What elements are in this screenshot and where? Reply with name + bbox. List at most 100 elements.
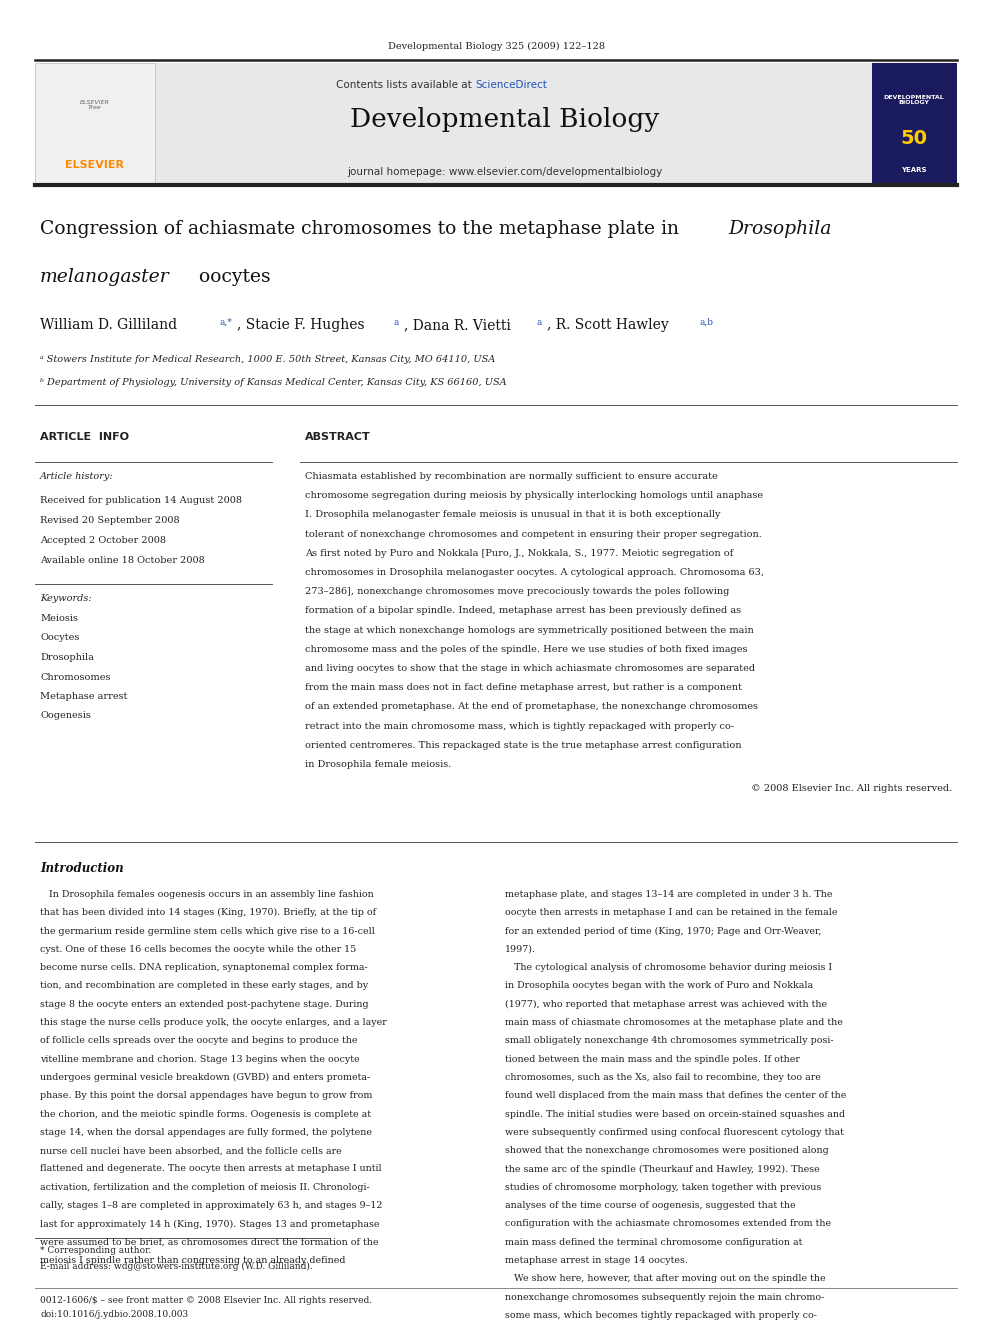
Text: chromosomes in Drosophila melanogaster oocytes. A cytological approach. Chromoso: chromosomes in Drosophila melanogaster o… <box>305 568 764 577</box>
Text: tolerant of nonexchange chromosomes and competent in ensuring their proper segre: tolerant of nonexchange chromosomes and … <box>305 529 762 538</box>
Text: cally, stages 1–8 are completed in approximately 63 h, and stages 9–12: cally, stages 1–8 are completed in appro… <box>40 1201 382 1211</box>
Text: studies of chromosome morphology, taken together with previous: studies of chromosome morphology, taken … <box>505 1183 821 1192</box>
Text: I. Drosophila melanogaster female meiosis is unusual in that it is both exceptio: I. Drosophila melanogaster female meiosi… <box>305 511 720 520</box>
Text: nonexchange chromosomes subsequently rejoin the main chromo-: nonexchange chromosomes subsequently rej… <box>505 1293 824 1302</box>
Text: journal homepage: www.elsevier.com/developmentalbiology: journal homepage: www.elsevier.com/devel… <box>347 167 663 177</box>
Text: Chromosomes: Chromosomes <box>40 672 110 681</box>
Text: Chiasmata established by recombination are normally sufficient to ensure accurat: Chiasmata established by recombination a… <box>305 472 718 482</box>
Bar <box>35 64 155 183</box>
Text: stage 8 the oocyte enters an extended post-pachytene stage. During: stage 8 the oocyte enters an extended po… <box>40 1000 369 1009</box>
Text: last for approximately 14 h (King, 1970). Stages 13 and prometaphase: last for approximately 14 h (King, 1970)… <box>40 1220 380 1229</box>
Text: 273–286], nonexchange chromosomes move precociously towards the poles following: 273–286], nonexchange chromosomes move p… <box>305 587 729 597</box>
Text: DEVELOPMENTAL
BIOLOGY: DEVELOPMENTAL BIOLOGY <box>884 95 944 106</box>
Text: Developmental Biology 325 (2009) 122–128: Developmental Biology 325 (2009) 122–128 <box>388 42 604 52</box>
Text: phase. By this point the dorsal appendages have begun to grow from: phase. By this point the dorsal appendag… <box>40 1091 372 1101</box>
Bar <box>155 64 957 183</box>
Text: , Stacie F. Hughes: , Stacie F. Hughes <box>237 318 365 332</box>
Text: a,b: a,b <box>700 318 714 327</box>
Text: Received for publication 14 August 2008: Received for publication 14 August 2008 <box>40 496 242 505</box>
Text: , R. Scott Hawley: , R. Scott Hawley <box>547 318 669 332</box>
Text: Introduction: Introduction <box>40 863 124 875</box>
Text: 1997).: 1997). <box>505 945 536 954</box>
Text: Drosophila: Drosophila <box>40 654 94 662</box>
Text: ELSEVIER
Tree: ELSEVIER Tree <box>80 99 110 110</box>
Text: were assumed to be brief, as chromosomes direct the formation of the: were assumed to be brief, as chromosomes… <box>40 1238 379 1246</box>
Text: stage 14, when the dorsal appendages are fully formed, the polytene: stage 14, when the dorsal appendages are… <box>40 1129 372 1136</box>
Text: formation of a bipolar spindle. Indeed, metaphase arrest has been previously def: formation of a bipolar spindle. Indeed, … <box>305 606 741 615</box>
Text: analyses of the time course of oogenesis, suggested that the: analyses of the time course of oogenesis… <box>505 1201 796 1211</box>
Text: Drosophila: Drosophila <box>728 220 831 238</box>
Text: As first noted by Puro and Nokkala [Puro, J., Nokkala, S., 1977. Meiotic segrega: As first noted by Puro and Nokkala [Puro… <box>305 549 733 558</box>
Text: Meiosis: Meiosis <box>40 614 78 623</box>
Text: chromosome segregation during meiosis by physically interlocking homologs until : chromosome segregation during meiosis by… <box>305 491 763 500</box>
Text: melanogaster: melanogaster <box>40 269 170 286</box>
Text: YEARS: YEARS <box>902 167 927 173</box>
Text: activation, fertilization and the completion of meiosis II. Chronologi-: activation, fertilization and the comple… <box>40 1183 370 1192</box>
Text: 50: 50 <box>901 128 928 147</box>
Text: ARTICLE  INFO: ARTICLE INFO <box>40 433 129 442</box>
Text: undergoes germinal vesicle breakdown (GVBD) and enters prometa-: undergoes germinal vesicle breakdown (GV… <box>40 1073 370 1082</box>
Text: a: a <box>393 318 399 327</box>
Text: become nurse cells. DNA replication, synaptonemal complex forma-: become nurse cells. DNA replication, syn… <box>40 963 368 972</box>
Text: Accepted 2 October 2008: Accepted 2 October 2008 <box>40 536 166 545</box>
Text: (1977), who reported that metaphase arrest was achieved with the: (1977), who reported that metaphase arre… <box>505 1000 827 1009</box>
Text: tion, and recombination are completed in these early stages, and by: tion, and recombination are completed in… <box>40 982 368 991</box>
Text: the same arc of the spindle (Theurkauf and Hawley, 1992). These: the same arc of the spindle (Theurkauf a… <box>505 1164 819 1174</box>
Text: nurse cell nuclei have been absorbed, and the follicle cells are: nurse cell nuclei have been absorbed, an… <box>40 1146 342 1155</box>
Text: doi:10.1016/j.ydbio.2008.10.003: doi:10.1016/j.ydbio.2008.10.003 <box>40 1310 188 1319</box>
Text: The cytological analysis of chromosome behavior during meiosis I: The cytological analysis of chromosome b… <box>505 963 832 972</box>
Text: main mass of chiasmate chromosomes at the metaphase plate and the: main mass of chiasmate chromosomes at th… <box>505 1019 843 1027</box>
Text: ᵃ Stowers Institute for Medical Research, 1000 E. 50th Street, Kansas City, MO 6: ᵃ Stowers Institute for Medical Research… <box>40 355 495 364</box>
Text: 0012-1606/$ – see front matter © 2008 Elsevier Inc. All rights reserved.: 0012-1606/$ – see front matter © 2008 El… <box>40 1297 372 1304</box>
Text: In Drosophila females oogenesis occurs in an assembly line fashion: In Drosophila females oogenesis occurs i… <box>40 890 374 900</box>
Text: ᵇ Department of Physiology, University of Kansas Medical Center, Kansas City, KS: ᵇ Department of Physiology, University o… <box>40 378 507 388</box>
Text: oocyte then arrests in metaphase I and can be retained in the female: oocyte then arrests in metaphase I and c… <box>505 909 837 917</box>
Text: oriented centromeres. This repackaged state is the true metaphase arrest configu: oriented centromeres. This repackaged st… <box>305 741 741 750</box>
Bar <box>872 64 957 183</box>
Text: the germarium reside germline stem cells which give rise to a 16-cell: the germarium reside germline stem cells… <box>40 926 375 935</box>
Text: Keywords:: Keywords: <box>40 594 91 603</box>
Text: configuration with the achiasmate chromosomes extended from the: configuration with the achiasmate chromo… <box>505 1220 831 1228</box>
Text: a,*: a,* <box>219 318 232 327</box>
Text: Contents lists available at: Contents lists available at <box>336 79 475 90</box>
Text: in Drosophila oocytes began with the work of Puro and Nokkala: in Drosophila oocytes began with the wor… <box>505 982 813 991</box>
Text: Oocytes: Oocytes <box>40 634 79 643</box>
Text: a: a <box>536 318 542 327</box>
Text: for an extended period of time (King, 1970; Page and Orr-Weaver,: for an extended period of time (King, 19… <box>505 926 821 935</box>
Text: of follicle cells spreads over the oocyte and begins to produce the: of follicle cells spreads over the oocyt… <box>40 1036 357 1045</box>
Text: from the main mass does not in fact define metaphase arrest, but rather is a com: from the main mass does not in fact defi… <box>305 683 742 692</box>
Text: and living oocytes to show that the stage in which achiasmate chromosomes are se: and living oocytes to show that the stag… <box>305 664 755 673</box>
Text: Revised 20 September 2008: Revised 20 September 2008 <box>40 516 180 525</box>
Text: , Dana R. Vietti: , Dana R. Vietti <box>404 318 511 332</box>
Text: flattened and degenerate. The oocyte then arrests at metaphase I until: flattened and degenerate. The oocyte the… <box>40 1164 382 1174</box>
Text: vitelline membrane and chorion. Stage 13 begins when the oocyte: vitelline membrane and chorion. Stage 13… <box>40 1054 360 1064</box>
Text: of an extended prometaphase. At the end of prometaphase, the nonexchange chromos: of an extended prometaphase. At the end … <box>305 703 758 712</box>
Text: Available online 18 October 2008: Available online 18 October 2008 <box>40 556 204 565</box>
Text: © 2008 Elsevier Inc. All rights reserved.: © 2008 Elsevier Inc. All rights reserved… <box>751 785 952 794</box>
Text: meiosis I spindle rather than congressing to an already defined: meiosis I spindle rather than congressin… <box>40 1256 345 1265</box>
Text: chromosome mass and the poles of the spindle. Here we use studies of both fixed : chromosome mass and the poles of the spi… <box>305 644 748 654</box>
Text: metaphase arrest in stage 14 oocytes.: metaphase arrest in stage 14 oocytes. <box>505 1256 687 1265</box>
Text: showed that the nonexchange chromosomes were positioned along: showed that the nonexchange chromosomes … <box>505 1146 828 1155</box>
Text: were subsequently confirmed using confocal fluorescent cytology that: were subsequently confirmed using confoc… <box>505 1129 844 1136</box>
Text: in Drosophila female meiosis.: in Drosophila female meiosis. <box>305 759 451 769</box>
Text: * Corresponding author.: * Corresponding author. <box>40 1246 152 1256</box>
Text: small obligately nonexchange 4th chromosomes symmetrically posi-: small obligately nonexchange 4th chromos… <box>505 1036 833 1045</box>
Text: the stage at which nonexchange homologs are symmetrically positioned between the: the stage at which nonexchange homologs … <box>305 626 754 635</box>
Text: chromosomes, such as the Xs, also fail to recombine, they too are: chromosomes, such as the Xs, also fail t… <box>505 1073 820 1082</box>
Text: retract into the main chromosome mass, which is tightly repackaged with properly: retract into the main chromosome mass, w… <box>305 721 734 730</box>
Text: the chorion, and the meiotic spindle forms. Oogenesis is complete at: the chorion, and the meiotic spindle for… <box>40 1110 371 1119</box>
Text: found well displaced from the main mass that defines the center of the: found well displaced from the main mass … <box>505 1091 846 1101</box>
Text: oocytes: oocytes <box>193 269 271 286</box>
Text: William D. Gilliland: William D. Gilliland <box>40 318 178 332</box>
Text: ScienceDirect: ScienceDirect <box>475 79 547 90</box>
Text: main mass defined the terminal chromosome configuration at: main mass defined the terminal chromosom… <box>505 1238 803 1246</box>
Text: E-mail address: wdg@stowers-institute.org (W.D. Gilliland).: E-mail address: wdg@stowers-institute.or… <box>40 1262 312 1271</box>
Text: spindle. The initial studies were based on orcein-stained squashes and: spindle. The initial studies were based … <box>505 1110 845 1119</box>
Text: metaphase plate, and stages 13–14 are completed in under 3 h. The: metaphase plate, and stages 13–14 are co… <box>505 890 832 900</box>
Text: Metaphase arrest: Metaphase arrest <box>40 692 128 701</box>
Text: ABSTRACT: ABSTRACT <box>305 433 371 442</box>
Text: some mass, which becomes tightly repackaged with properly co-: some mass, which becomes tightly repacka… <box>505 1311 817 1320</box>
Text: this stage the nurse cells produce yolk, the oocyte enlarges, and a layer: this stage the nurse cells produce yolk,… <box>40 1019 387 1027</box>
Text: Oogenesis: Oogenesis <box>40 712 91 721</box>
